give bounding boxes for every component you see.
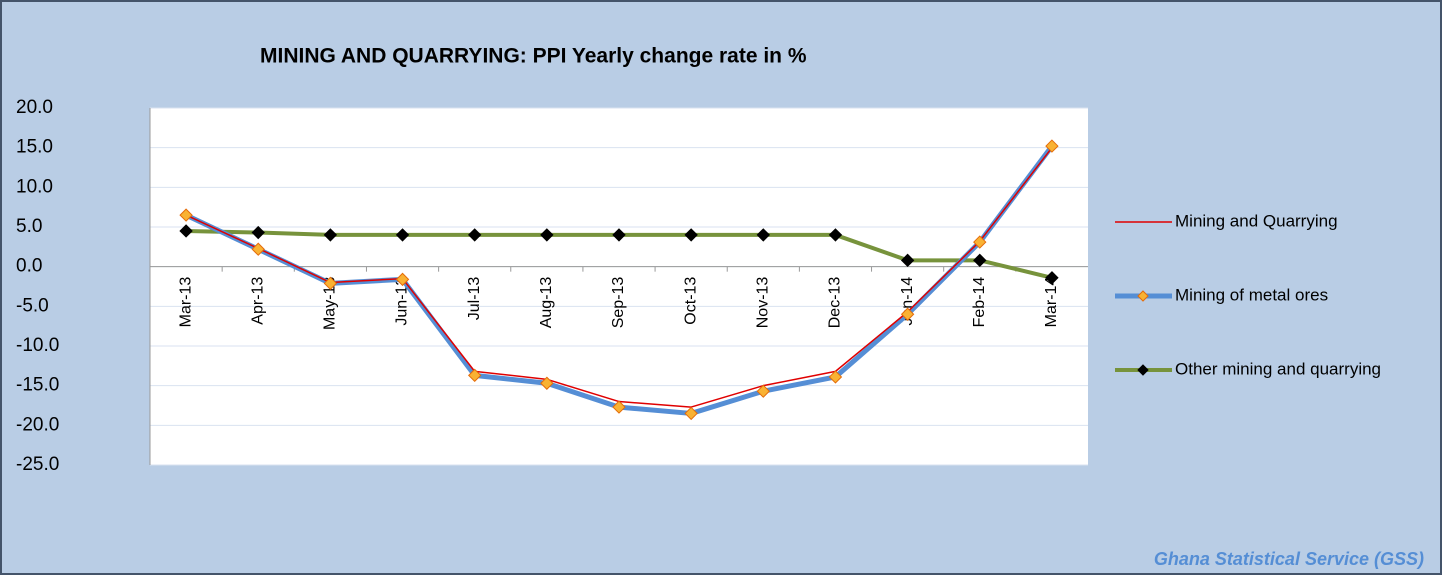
y-tick-label: -10.0 [16,335,59,356]
data-point [323,228,338,242]
x-tick-label: Apr-13 [249,277,266,325]
x-tick-label: May-13 [322,277,339,330]
data-point [467,228,482,242]
data-point [179,208,193,222]
x-tick-label: Sep-13 [610,277,627,329]
y-tick-label: -25.0 [16,454,59,475]
data-point [828,370,843,384]
x-tick-label: Jun-13 [394,277,411,326]
data-point [323,276,338,291]
chart-title: MINING AND QUARRYING: PPI Yearly change … [260,45,807,68]
data-point [973,235,987,249]
x-tick-label: Feb-14 [971,277,988,328]
source-note: Ghana Statistical Service (GSS) [1154,549,1424,569]
y-tick-label: 15.0 [16,137,53,158]
data-point [251,242,265,256]
data-point [900,253,915,268]
x-tick-label: Aug-13 [538,277,555,329]
data-point [540,228,554,242]
y-tick-label: 0.0 [16,256,42,277]
x-tick-label: Oct-13 [682,277,699,325]
legend-label: Mining and Quarrying [1175,211,1338,230]
data-point [251,225,265,240]
data-point [828,228,843,242]
data-point [1045,271,1059,285]
x-tick-label: Jul-13 [466,277,483,321]
y-tick-label: 20.0 [16,97,53,118]
data-point [395,228,410,242]
data-point [612,400,626,414]
legend-label: Other mining and quarrying [1175,359,1381,378]
x-tick-label: Mar-14 [1043,277,1060,328]
y-tick-label: 5.0 [16,216,42,237]
y-tick-label: 10.0 [16,176,53,197]
data-point [1045,139,1059,153]
x-tick-label: Dec-13 [827,277,844,329]
data-point [684,406,698,421]
data-point [756,228,771,242]
data-point [179,224,193,238]
legend-marker [1137,290,1149,302]
data-point [612,228,626,242]
data-point [684,228,698,242]
x-tick-label: Mar-13 [177,277,194,328]
data-point [756,384,771,398]
data-point [973,253,987,268]
data-point [900,307,915,321]
y-tick-label: -20.0 [16,414,59,435]
data-point [467,368,482,383]
data-point [540,376,554,390]
y-tick-label: -15.0 [16,375,59,396]
data-point [395,272,410,287]
legend-label: Mining of metal ores [1175,285,1328,304]
legend-marker [1137,364,1149,376]
y-tick-label: -5.0 [16,295,49,316]
x-tick-label: Nov-13 [755,277,772,329]
